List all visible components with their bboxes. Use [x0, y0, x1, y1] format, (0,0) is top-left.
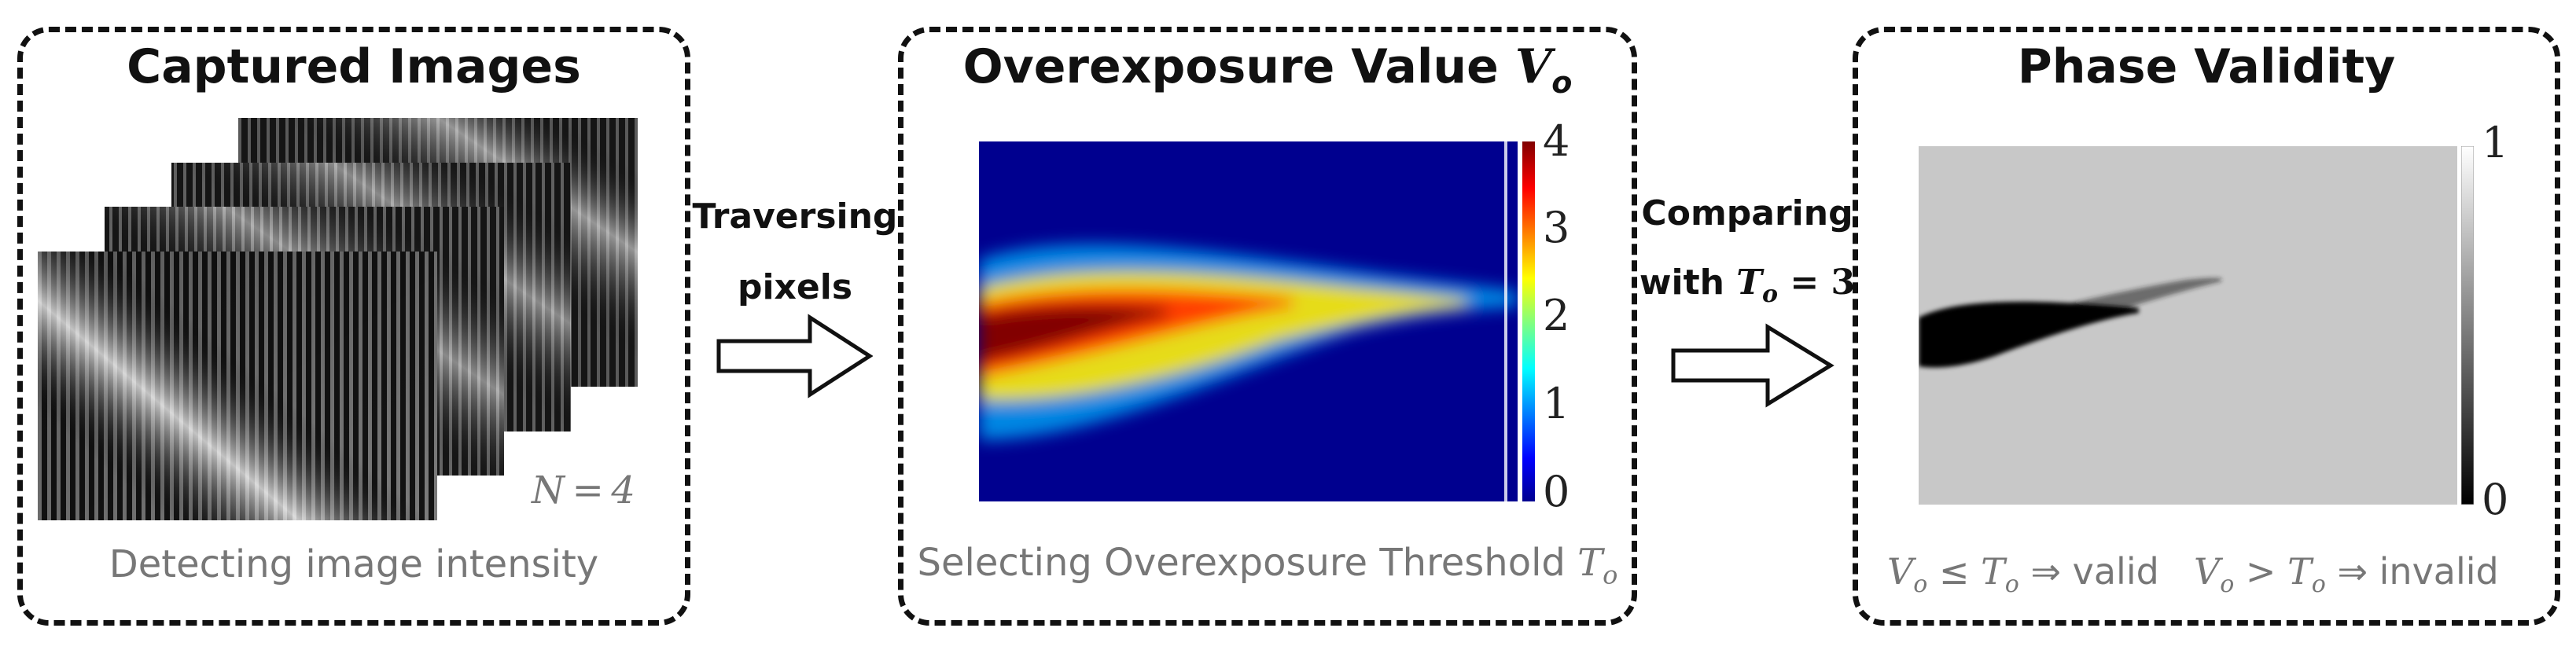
colorbar-tick-3: 3	[1543, 203, 1570, 252]
panel2-caption-var: T	[1577, 541, 1603, 585]
panel2-caption: Selecting Overexposure Threshold To	[898, 541, 1637, 590]
panel2-caption-sub: o	[1603, 560, 1618, 590]
panel-overexposure-value	[898, 27, 1637, 626]
heatmap-core	[979, 304, 1168, 363]
fringe-pattern	[38, 252, 437, 520]
invalid-op: >	[2234, 550, 2288, 593]
panel2-title-text: Overexposure Value	[962, 39, 1515, 94]
validity-mask	[1919, 146, 2457, 505]
frame-count-label: N = 4	[532, 468, 635, 512]
colorbar-tick-2: 2	[1543, 291, 1570, 340]
arrow2-label-sub: o	[1762, 280, 1779, 308]
captured-frame-1	[38, 252, 437, 520]
colorbar-tick-0: 0	[1543, 467, 1570, 516]
valid-lhs: V	[1887, 550, 1914, 593]
panel-captured-images	[17, 27, 690, 626]
valid-implies: ⇒	[2018, 550, 2073, 593]
panel2-title-sub: o	[1551, 65, 1573, 100]
colorbar-tick-1: 1	[1543, 379, 1570, 428]
invalid-rhs-sub: o	[2311, 571, 2326, 599]
valid-lhs-sub: o	[1913, 571, 1928, 599]
panel2-title-var: V	[1514, 39, 1552, 94]
validity-colorbar-tick-0: 0	[2482, 475, 2509, 524]
invalid-word: invalid	[2379, 550, 2499, 593]
heatmap-edge-line	[1504, 141, 1507, 501]
overexposure-heatmap	[979, 141, 1518, 501]
valid-op: ≤	[1927, 550, 1982, 593]
arrow2-label-line2: with To = 3	[1637, 263, 1857, 308]
jet-colorbar	[1522, 141, 1535, 501]
validity-colorbar-tick-1: 1	[2482, 118, 2509, 167]
panel2-title: Overexposure Value Vo	[898, 39, 1637, 100]
validity-rule-invalid: Vo > To ⇒ invalid	[2194, 550, 2499, 598]
arrow2-label-rest: = 3	[1778, 263, 1856, 303]
invalid-lhs-sub: o	[2220, 571, 2235, 599]
invalid-region	[1919, 301, 2139, 368]
panel1-caption: Detecting image intensity	[109, 542, 599, 586]
arrow1-label-line1: Traversing	[692, 196, 898, 237]
arrow2-label-line1: Comparing	[1641, 193, 1853, 233]
arrow1-label-line2: pixels	[737, 267, 853, 307]
arrow2-label-text: with	[1639, 263, 1737, 303]
arrow2-label-var: T	[1736, 263, 1762, 303]
panel3-title: Phase Validity	[2017, 39, 2396, 94]
valid-word: valid	[2072, 550, 2159, 593]
colorbar-tick-4: 4	[1543, 116, 1570, 166]
panel2-caption-text: Selecting Overexposure Threshold	[917, 541, 1578, 585]
valid-rhs-sub: o	[2004, 571, 2019, 599]
invalid-implies: ⇒	[2325, 550, 2379, 593]
right-arrow-icon	[716, 314, 873, 398]
valid-rhs: T	[1981, 550, 2005, 593]
panel-phase-validity	[1853, 27, 2560, 626]
grayscale-colorbar	[2461, 146, 2474, 505]
invalid-rhs: T	[2287, 550, 2312, 593]
right-arrow-icon	[1671, 323, 1834, 408]
invalid-lhs: V	[2194, 550, 2221, 593]
validity-rule-valid: Vo ≤ To ⇒ valid	[1887, 550, 2159, 598]
panel1-title: Captured Images	[127, 39, 581, 94]
